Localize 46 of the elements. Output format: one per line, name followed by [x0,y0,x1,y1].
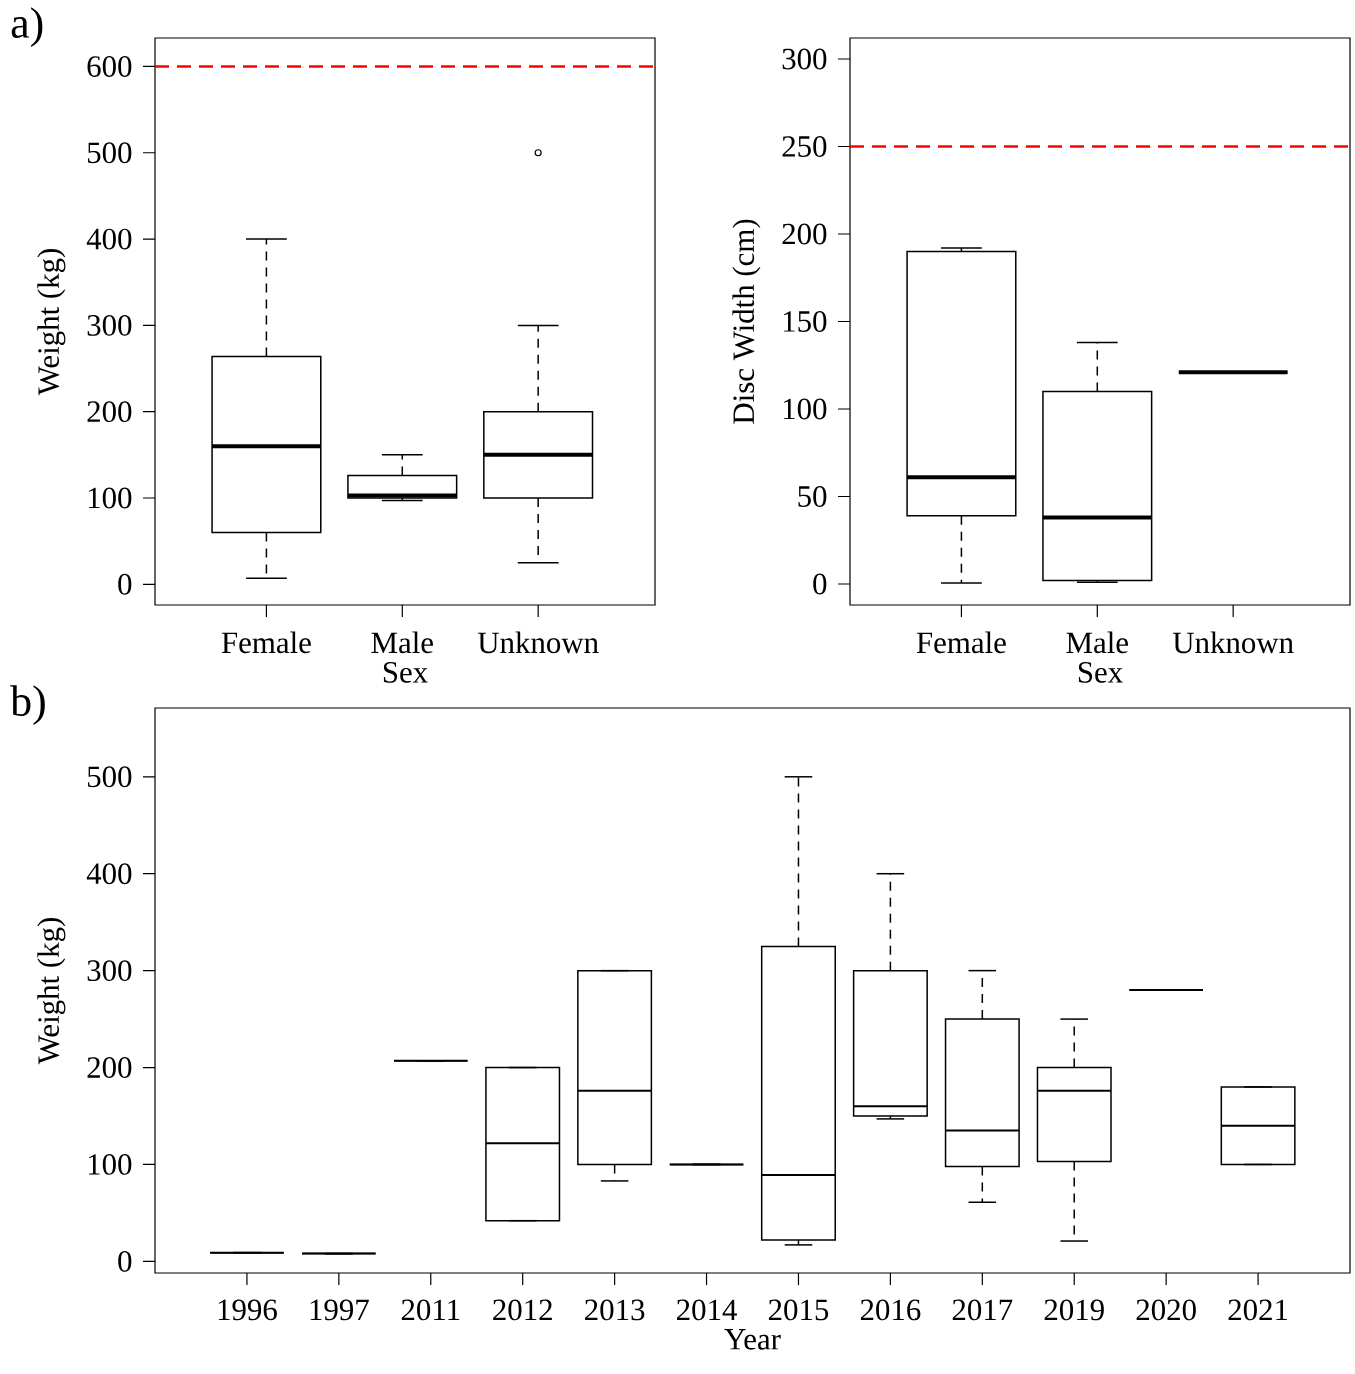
y-tick-label: 300 [87,314,132,336]
x-axis-title: Sex [383,662,428,683]
y-tick-label: 300 [782,48,827,70]
y-tick-label: 400 [86,228,132,250]
x-tick-label: 2016 [860,1299,921,1321]
y-tick-label: 0 [118,1250,132,1272]
y-tick-label: 250 [782,136,827,157]
y-tick-label: 100 [88,487,132,509]
y-tick-label: 150 [783,311,827,332]
y-axis-title: Disc Width (cm) [732,219,761,424]
x-tick-label: Female [221,631,311,654]
x-axis-title: Sex [1078,662,1123,683]
y-tick-label: 0 [118,573,132,595]
x-tick-label: Male [371,631,433,654]
y-tick-label: 400 [86,863,132,885]
text: b) [10,685,45,725]
x-tick-label: 2012 [493,1299,552,1321]
y-tick-label: 500 [87,766,132,788]
x-tick-label: 2020 [1136,1299,1196,1321]
y-axis-title: Weight (kg) [37,918,66,1065]
x-tick-label: 2021 [1228,1299,1288,1321]
y-axis-title: Weight (kg) [37,249,66,396]
x-tick-label: Female [916,631,1006,654]
x-tick-label: 2011 [401,1299,460,1321]
text: a) [11,7,43,47]
x-tick-label: Male [1066,631,1128,654]
x-tick-label: 2015 [768,1299,829,1321]
x-axis-title: Year [724,1329,781,1350]
y-tick-label: 200 [87,401,132,423]
y-tick-label: 200 [87,1057,132,1078]
x-tick-label: 2014 [677,1299,737,1321]
x-tick-label: 2019 [1044,1299,1104,1321]
x-tick-label: 2017 [952,1299,1013,1321]
x-tick-label: 2013 [585,1299,645,1321]
y-tick-label: 0 [813,573,827,595]
y-tick-label: 500 [87,142,132,164]
y-tick-label: 100 [88,1154,132,1175]
y-tick-label: 600 [87,56,132,77]
y-tick-label: 200 [782,223,827,245]
y-tick-label: 100 [783,398,827,420]
x-tick-label: Unknown [1172,631,1294,654]
y-tick-label: 300 [87,960,132,982]
y-tick-label: 50 [798,486,827,507]
x-tick-label: Unknown [477,631,599,654]
x-tick-label: 1997 [310,1299,369,1321]
x-tick-label: 1996 [218,1299,277,1321]
